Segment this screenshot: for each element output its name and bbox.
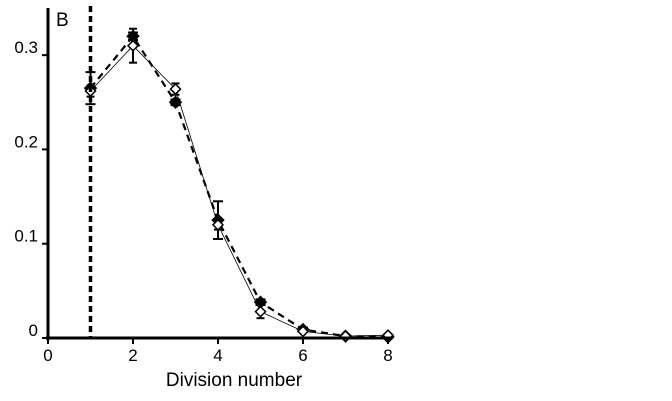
- x-tick-label: 2: [128, 346, 137, 365]
- x-tick-label: 4: [213, 346, 222, 365]
- tick-layer: 0 2 4 6 8 0 0.1 0.2 0.3: [14, 38, 392, 365]
- data-point: [339, 330, 352, 343]
- x-tick-label: 0: [43, 346, 52, 365]
- series-1-line: [89, 34, 389, 339]
- series-2: [84, 27, 395, 343]
- y-tick-label: 0.1: [14, 227, 38, 246]
- data-point: [126, 39, 140, 52]
- panel-label: B: [56, 10, 69, 31]
- series-1: [83, 29, 395, 344]
- data-point: [296, 325, 310, 338]
- series-2-line: [90, 45, 389, 337]
- series-layer: [83, 27, 395, 344]
- y-tick-label: 0.3: [14, 38, 38, 57]
- x-tick-label: 8: [383, 346, 392, 365]
- y-tick-label: 0: [29, 321, 38, 340]
- data-point: [254, 305, 267, 318]
- y-tick-label: 0.2: [14, 132, 38, 151]
- x-axis-label: Division number: [166, 370, 303, 391]
- x-tick-label: 6: [298, 346, 307, 365]
- data-point: [169, 83, 182, 96]
- data-point: [211, 218, 225, 231]
